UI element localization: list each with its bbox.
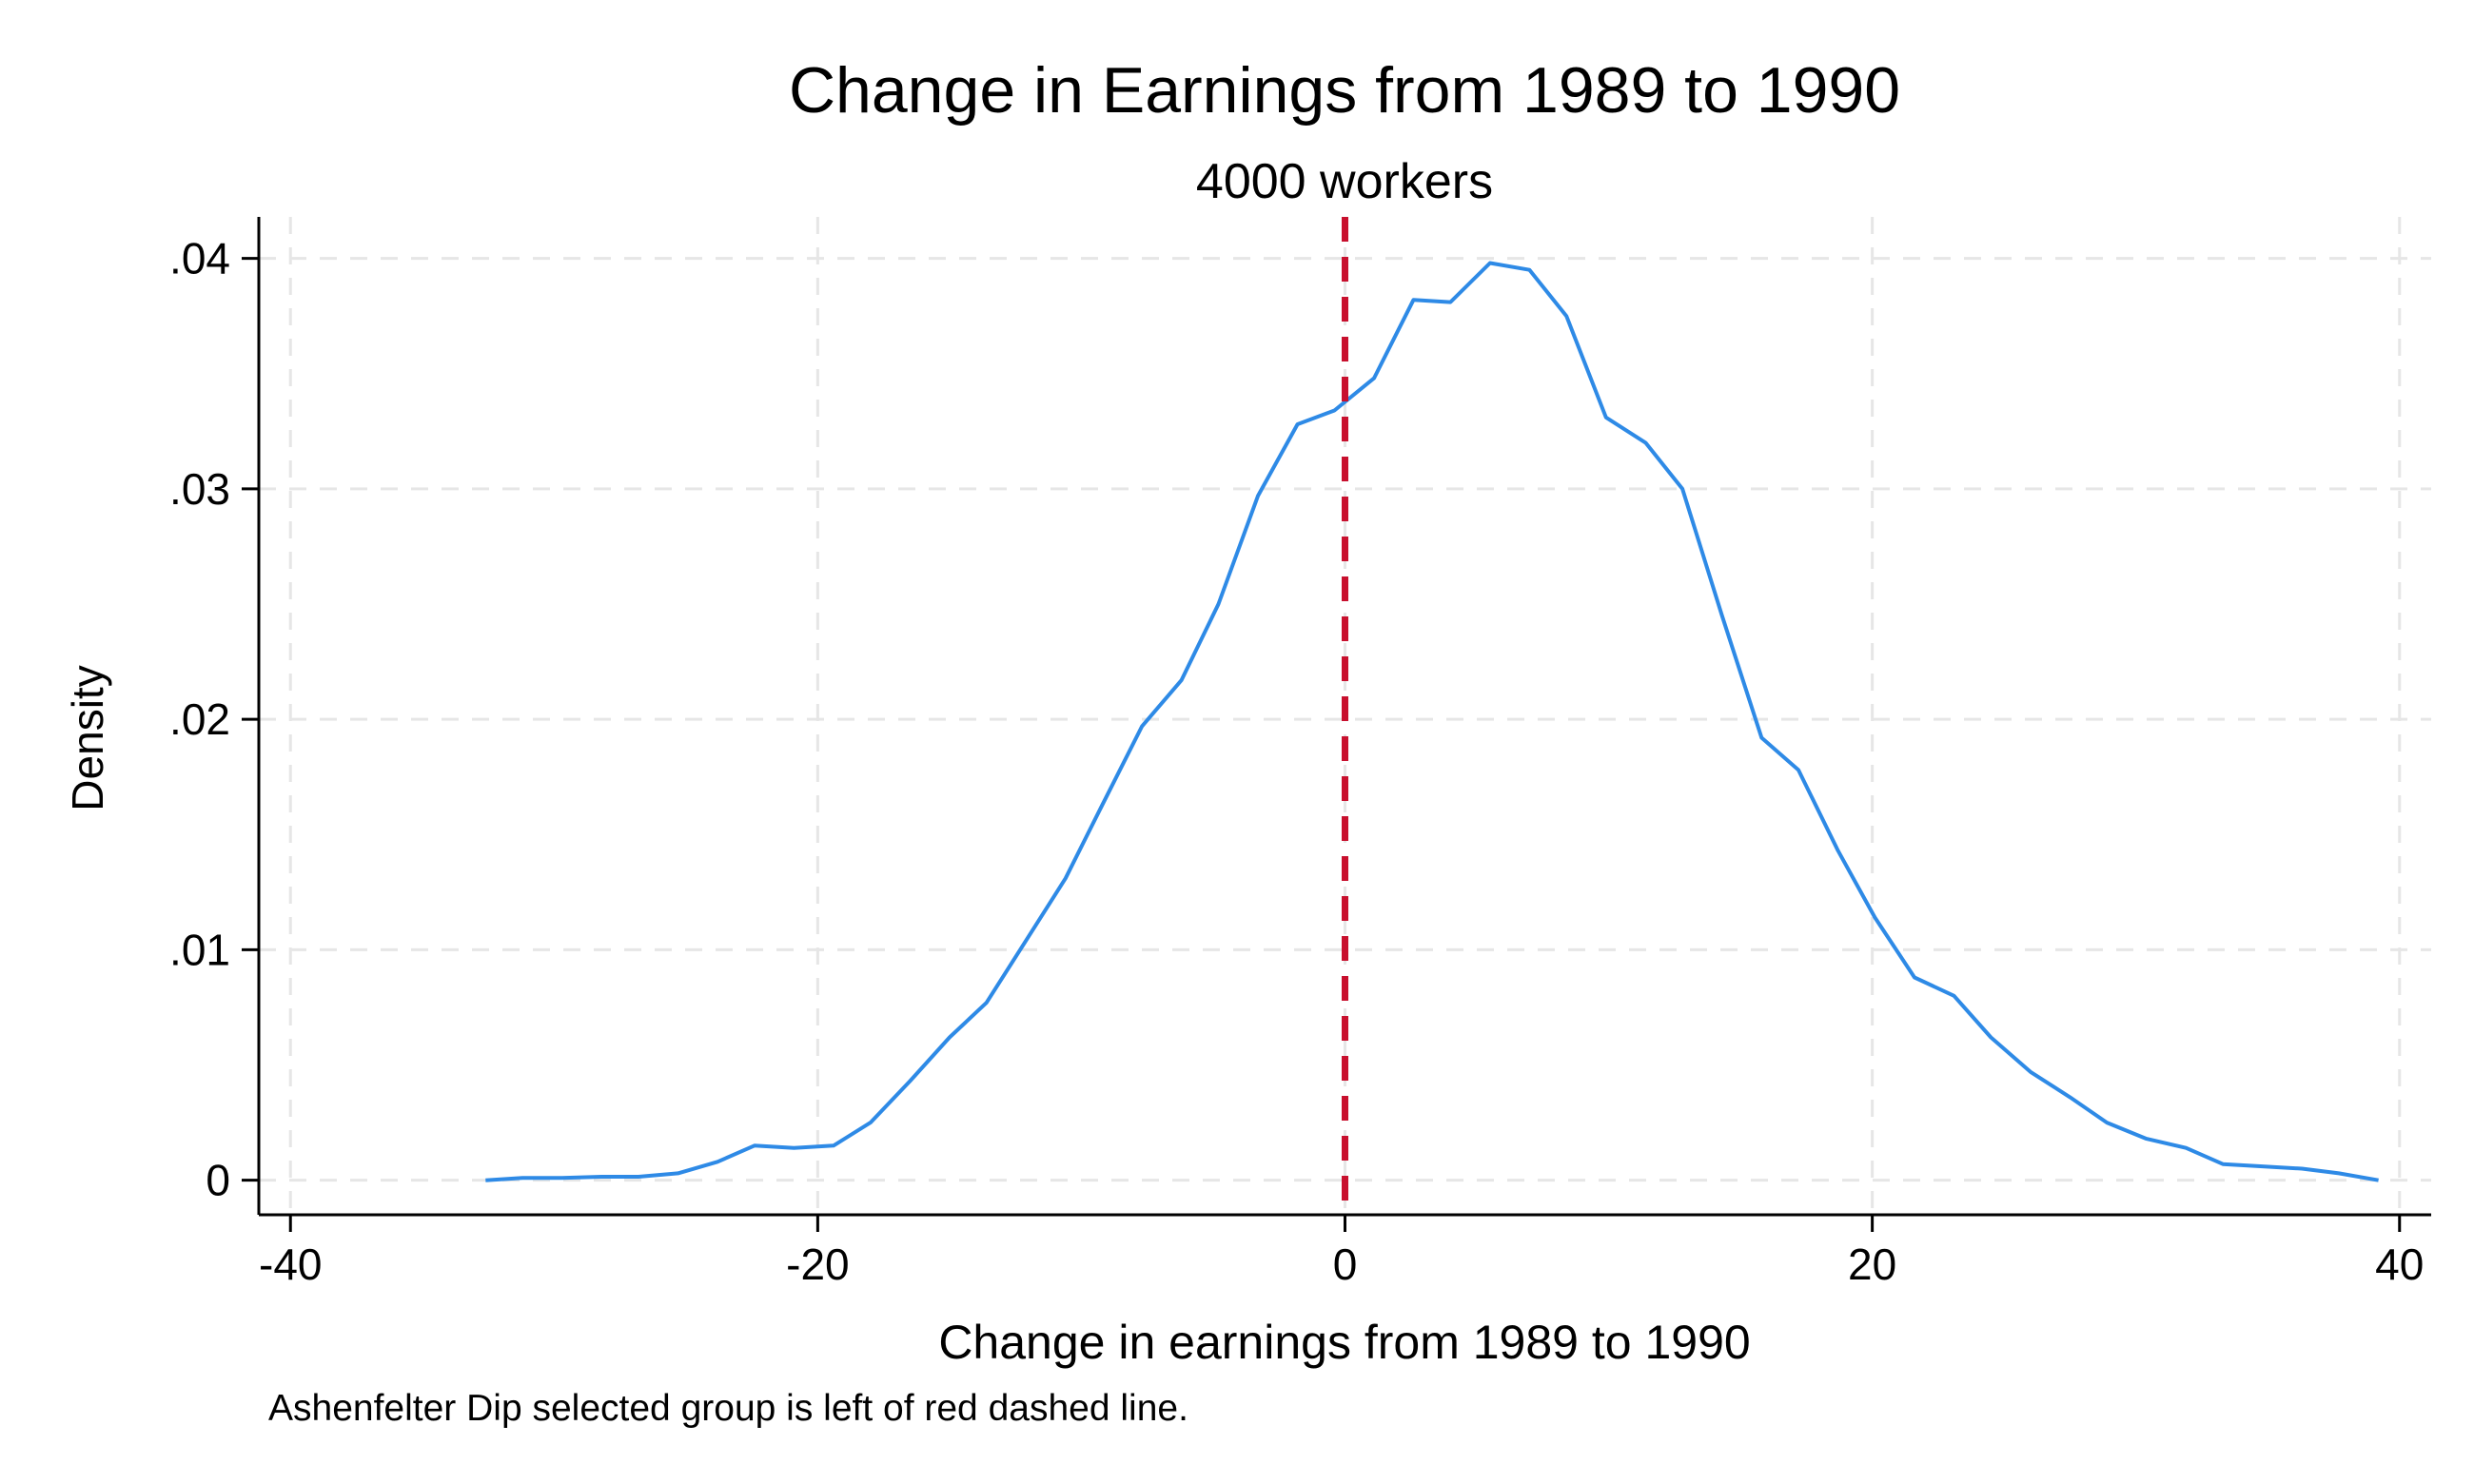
y-axis-label: Density	[63, 665, 112, 810]
y-tick-label: .03	[169, 464, 230, 514]
axis-ticks: -40 -20 0 20 40 0 .01 .02 .03 .04	[169, 234, 2424, 1289]
density-line	[485, 261, 2379, 1182]
x-tick-label: 0	[1333, 1240, 1358, 1289]
x-tick-label: -20	[786, 1240, 849, 1289]
x-axis-label: Change in earnings from 1989 to 1990	[938, 1316, 1750, 1369]
chart-title: Change in Earnings from 1989 to 1990	[789, 54, 1900, 127]
y-tick-label: .04	[169, 234, 230, 283]
y-tick-label: 0	[206, 1156, 230, 1205]
series-layer	[485, 261, 2379, 1182]
chart-note: Ashenfelter Dip selected group is left o…	[268, 1388, 1188, 1429]
y-tick-label: .01	[169, 925, 230, 974]
x-tick-label: 40	[2375, 1240, 2424, 1289]
chart-subtitle: 4000 workers	[1196, 154, 1493, 209]
x-tick-label: -40	[259, 1240, 322, 1289]
y-tick-label: .02	[169, 694, 230, 744]
x-tick-label: 20	[1848, 1240, 1896, 1289]
